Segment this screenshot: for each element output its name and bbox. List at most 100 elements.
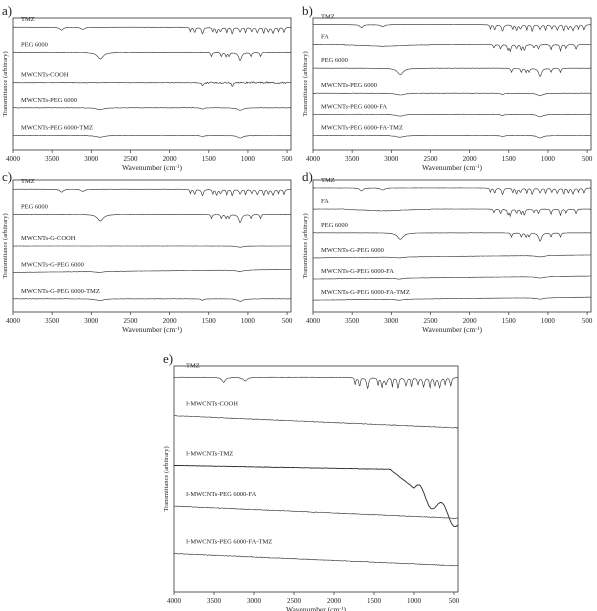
spectrum-line: [173, 376, 459, 390]
spectrum-line: [12, 134, 292, 139]
x-tick-label: 2500: [123, 155, 138, 163]
series-label: MWCNTs-PEG 6000: [21, 97, 77, 104]
series-label: MWCNTs-COOH: [21, 72, 69, 79]
series-label: MWCNTs-PEG 6000-FA-TMZ: [321, 124, 403, 131]
panel-label: c): [2, 169, 12, 184]
series-label: MWCNTs-G-PEG 6000: [321, 247, 384, 254]
x-tick-label: 4000: [306, 155, 321, 163]
chart-panel-e: e) 4000 3500 3000 2500 2000 1500 1000 500 Wavenum…: [163, 351, 460, 611]
spectrum-line: [12, 107, 292, 111]
series-label: TMZ: [21, 178, 35, 185]
x-axis-title: Wavenumber (cm-1): [122, 163, 183, 172]
spectrum-line: [312, 208, 592, 218]
series-label: MWCNTs-G-PEG 6000-TMZ: [21, 288, 100, 295]
plot-frame: [173, 365, 459, 593]
x-axis-title: Wavenumber (cm-1): [422, 325, 483, 334]
spectrum-line: [12, 245, 292, 248]
x-tick-label: 1000: [407, 597, 422, 605]
series-label: MWCNTs-G-PEG 6000-FA-TMZ: [321, 289, 410, 296]
x-tick-label: 500: [282, 155, 293, 163]
x-tick-label: 2500: [287, 597, 302, 605]
panel-label: e): [163, 351, 173, 366]
y-axis-title: Transmittance (arbitrary): [163, 446, 170, 511]
x-tick-label: 2500: [423, 155, 438, 163]
spectrum-line: [312, 187, 591, 196]
spectrum-line: [12, 213, 292, 224]
series-label: PEG 6000: [21, 203, 48, 210]
spectrum-line: [12, 298, 292, 302]
plot-frame: [12, 17, 292, 151]
x-tick-label: 1000: [241, 155, 256, 163]
series-label: I-MWCNTs-PEG 6000-FA: [186, 491, 257, 498]
x-tick-label: 3000: [84, 155, 99, 163]
x-axis-title: Wavenumber (cm-1): [286, 605, 347, 611]
x-tick-label: 2000: [163, 155, 178, 163]
series-label: TMZ: [321, 177, 335, 184]
chart-panel-b: b) 4000 3500 3000 2500 2000 1500 1000 500 Wavenum…: [302, 3, 593, 172]
x-axis-title: Wavenumber (cm-1): [122, 325, 183, 334]
spectrum-line: [173, 552, 459, 567]
series-label: PEG 6000: [321, 222, 348, 229]
spectrum-line: [173, 415, 459, 429]
x-tick-label: 1500: [367, 597, 382, 605]
x-tick-label: 2000: [463, 317, 478, 325]
spectrum-line: [312, 113, 592, 118]
plot-frame: [312, 17, 592, 151]
spectrum-line: [312, 296, 592, 301]
spectrum-line: [313, 275, 592, 280]
spectrum-line: [173, 464, 459, 528]
y-axis-title: Transmittance (arbitrary): [302, 213, 309, 278]
x-tick-label: 3500: [345, 155, 360, 163]
x-tick-label: 3500: [207, 597, 222, 605]
x-tick-label: 3500: [345, 317, 360, 325]
series-label: MWCNTs-PEG 6000: [321, 82, 377, 89]
x-tick-label: 500: [449, 597, 460, 605]
series-label: MWCNTs-PEG 6000-TMZ: [21, 124, 93, 131]
y-axis-title: Transmittance (arbitrary): [2, 213, 9, 278]
spectrum-line: [12, 51, 292, 62]
spectrum-line: [13, 26, 292, 35]
panel-label: b): [302, 3, 313, 18]
spectrum-line: [312, 254, 591, 259]
spectrum-line: [312, 67, 591, 78]
spectrum-line: [312, 232, 591, 242]
y-axis-title: Transmittance (arbitrary): [2, 51, 9, 116]
series-label: MWCNTs-PEG 6000-FA: [321, 103, 387, 110]
series-label: PEG 6000: [21, 41, 48, 48]
spectrum-line: [174, 505, 459, 519]
x-tick-label: 2500: [423, 317, 438, 325]
panel-label: d): [302, 169, 313, 184]
x-tick-label: 1500: [502, 317, 517, 325]
x-tick-label: 3500: [45, 317, 60, 325]
plot-frame: [312, 179, 592, 313]
x-tick-label: 4000: [167, 597, 182, 605]
series-label: TMZ: [21, 16, 35, 23]
x-axis-title: Wavenumber (cm-1): [422, 163, 483, 172]
x-tick-label: 1500: [202, 155, 217, 163]
series-label: MWCNTs-G-COOH: [21, 235, 76, 242]
series-label: MWCNTs-G-PEG 6000: [21, 261, 84, 268]
spectrum-line: [13, 188, 292, 197]
spectrum-line: [312, 43, 591, 53]
x-tick-label: 3000: [384, 317, 399, 325]
x-tick-label: 3000: [84, 317, 99, 325]
spectrum-line: [13, 81, 292, 87]
x-tick-label: 500: [582, 317, 593, 325]
panel-label: a): [2, 3, 12, 18]
x-tick-label: 2500: [123, 317, 138, 325]
x-tick-label: 4000: [306, 317, 321, 325]
x-tick-label: 1000: [541, 317, 556, 325]
spectrum-line: [312, 134, 592, 139]
x-tick-label: 1000: [241, 317, 256, 325]
y-axis-title: Transmittance (arbitrary): [302, 51, 309, 116]
x-tick-label: 1500: [202, 317, 217, 325]
spectrum-line: [312, 92, 592, 97]
series-label: MWCNTs-G-PEG 6000-FA: [321, 268, 394, 275]
chart-panel-c: c) 4000 3500 3000 2500 2000 1500 1000 500 Wavenum…: [2, 169, 293, 334]
spectrum-line: [312, 24, 591, 33]
x-tick-label: 3500: [45, 155, 60, 163]
x-tick-label: 2000: [463, 155, 478, 163]
x-tick-label: 3000: [384, 155, 399, 163]
x-tick-label: 4000: [6, 317, 21, 325]
